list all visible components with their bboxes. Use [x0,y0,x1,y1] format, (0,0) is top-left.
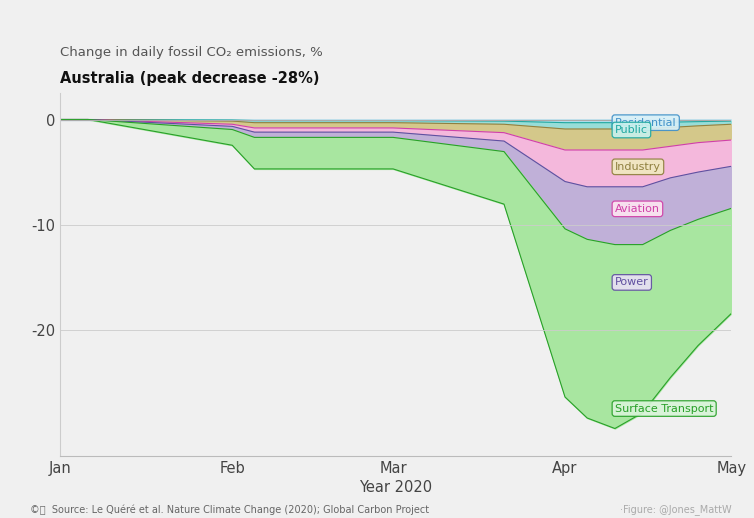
Text: Change in daily fossil CO₂ emissions, %: Change in daily fossil CO₂ emissions, % [60,46,323,59]
Text: Public: Public [615,125,648,135]
Text: Australia (peak decrease -28%): Australia (peak decrease -28%) [60,71,320,87]
Text: ©ⓘ  Source: Le Quéré et al. Nature Climate Change (2020); Global Carbon Project: ©ⓘ Source: Le Quéré et al. Nature Climat… [30,505,429,515]
X-axis label: Year 2020: Year 2020 [360,480,432,495]
Text: Industry: Industry [615,162,661,172]
Text: Power: Power [615,278,648,287]
Text: Residential: Residential [615,118,676,127]
Text: Aviation: Aviation [615,204,660,214]
Text: Surface Transport: Surface Transport [615,404,713,413]
Text: ·Figure: @Jones_MattW: ·Figure: @Jones_MattW [620,505,731,515]
